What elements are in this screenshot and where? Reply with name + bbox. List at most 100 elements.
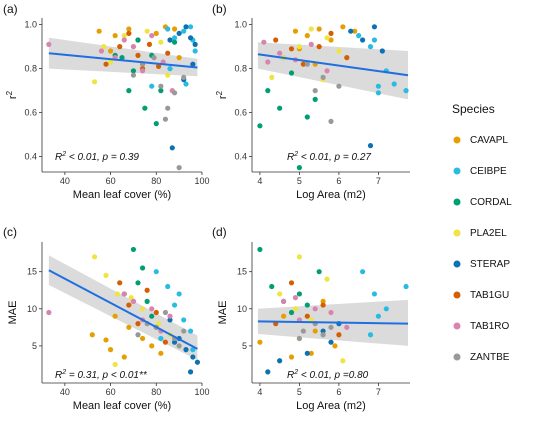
y-tick-label: 0.8 — [234, 64, 247, 74]
point-ceibpe — [187, 328, 194, 334]
point-zantbe — [151, 55, 157, 61]
panel-label: (c) — [3, 225, 17, 239]
point-cavapl — [158, 350, 164, 356]
point-sterap — [183, 24, 189, 30]
y-tick-label: 1.0 — [24, 20, 37, 30]
point-pla2el — [103, 272, 109, 278]
x-tick-label: 80 — [151, 176, 161, 186]
point-cavapl — [328, 37, 334, 43]
point-tab1ro — [130, 298, 137, 304]
point-tab1gu — [117, 44, 123, 50]
stats-annotation: R2 < 0.01, p = 0.39 — [55, 151, 139, 163]
point-tab1ro — [149, 33, 155, 39]
point-pla2el — [158, 39, 164, 45]
confidence-band — [48, 255, 198, 360]
point-cavapl — [139, 335, 146, 342]
point-tab1gu — [117, 280, 123, 286]
x-tick-label: 60 — [106, 176, 116, 186]
x-tick-label: 5 — [297, 176, 302, 186]
point-tab1gu — [316, 44, 322, 50]
point-cavapl — [308, 350, 314, 356]
point-cordal — [296, 165, 302, 171]
x-tick-label: 4 — [257, 176, 262, 186]
point-cavapl — [257, 339, 263, 345]
legend-label-zantbe: ZANTBE — [470, 352, 510, 363]
trend-line — [257, 320, 409, 325]
point-zantbe — [171, 90, 178, 96]
point-cavapl — [112, 33, 118, 39]
panel-label: (d) — [212, 225, 227, 239]
point-zantbe — [158, 83, 164, 89]
legend-key-cavapl — [453, 136, 461, 144]
legend-title: Species — [452, 102, 495, 116]
point-tab1gu — [328, 30, 334, 36]
point-tab1gu — [304, 313, 310, 319]
point-cordal — [304, 302, 310, 308]
point-ceibpe — [165, 283, 171, 290]
point-cordal — [257, 246, 263, 253]
point-tab1gu — [165, 50, 171, 56]
x-tick-label: 60 — [106, 387, 116, 397]
y-tick-label: 10 — [27, 304, 37, 314]
point-cavapl — [171, 26, 178, 32]
point-ceibpe — [176, 291, 182, 297]
legend-items: CAVAPL CEIBPE CORDAL PLA2EL STERAP TAB1GU TAB1… — [453, 135, 512, 363]
point-tab1ro — [308, 41, 314, 48]
point-tab1gu — [320, 302, 326, 308]
point-sterap — [371, 24, 378, 30]
point-cordal — [265, 88, 271, 94]
x-axis-title: Log Area (m2) — [296, 400, 366, 412]
legend-key-sterap — [453, 260, 461, 268]
point-cordal — [316, 269, 322, 275]
point-ceibpe — [403, 283, 409, 290]
point-zantbe — [162, 116, 169, 122]
point-pla2el — [112, 361, 118, 368]
x-tick-label: 100 — [194, 387, 209, 397]
x-tick-label: 7 — [376, 176, 381, 186]
point-ceibpe — [158, 335, 164, 342]
panel-c: (c) 40 60 80 100 5 10 15 Mean leaf cover (%) MAE R… — [3, 225, 210, 412]
point-zantbe — [320, 74, 326, 80]
legend-key-zantbe — [453, 353, 461, 361]
point-pla2el — [324, 35, 330, 41]
point-zantbe — [312, 88, 318, 94]
point-cordal — [126, 88, 132, 94]
point-tab1gu — [273, 37, 279, 43]
legend-key-tab1gu — [453, 291, 461, 299]
point-cavapl — [112, 313, 118, 319]
point-cavapl — [126, 324, 132, 330]
point-zantbe — [304, 61, 310, 67]
panel-label: (a) — [3, 2, 18, 16]
point-zantbe — [176, 165, 182, 171]
x-tick-label: 6 — [336, 176, 341, 186]
y-tick-label: 15 — [27, 267, 37, 277]
point-ceibpe — [403, 88, 409, 94]
point-cavapl — [316, 26, 322, 32]
point-sterap — [169, 145, 175, 151]
point-tab1gu — [135, 52, 141, 59]
point-cavapl — [149, 343, 155, 349]
point-cavapl — [352, 28, 358, 34]
point-cavapl — [281, 313, 287, 319]
point-cavapl — [176, 55, 182, 61]
confidence-band — [257, 42, 409, 100]
point-pla2el — [340, 358, 346, 364]
point-sterap — [190, 61, 196, 67]
point-cavapl — [103, 337, 109, 343]
point-zantbe — [320, 332, 326, 338]
point-pla2el — [121, 33, 127, 39]
x-tick-label: 80 — [151, 387, 161, 397]
point-ceibpe — [153, 269, 159, 275]
legend-label-tab1gu: TAB1GU — [470, 290, 509, 301]
point-ceibpe — [356, 33, 362, 39]
point-tab1gu — [126, 302, 132, 308]
point-sterap — [167, 317, 173, 323]
y-tick-label: 10 — [237, 304, 247, 314]
point-ceibpe — [375, 83, 381, 89]
point-sterap — [265, 369, 271, 375]
x-tick-label: 7 — [376, 387, 381, 397]
point-tab1gu — [162, 339, 169, 345]
point-pla2el — [144, 28, 150, 34]
point-cordal — [288, 309, 295, 316]
point-pla2el — [91, 254, 98, 260]
